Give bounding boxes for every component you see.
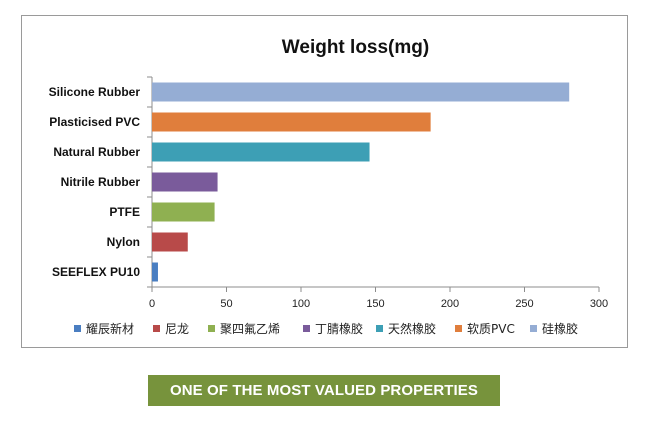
legend-swatch [74, 325, 81, 332]
x-tick-label: 50 [220, 298, 232, 310]
x-tick-label: 100 [292, 298, 310, 310]
legend-swatch [530, 325, 537, 332]
x-tick-label: 0 [149, 298, 155, 310]
bar-seeflex-pu10 [152, 262, 158, 282]
bar-ptfe [152, 202, 215, 222]
x-tick-label: 250 [515, 298, 533, 310]
banner-text: ONE OF THE MOST VALUED PROPERTIES [169, 382, 479, 399]
legend-swatch [455, 325, 462, 332]
legend-label: 聚四氟乙烯 [220, 322, 280, 336]
category-label: PTFE [109, 205, 140, 219]
legend-label: 软质PVC [467, 322, 515, 336]
chart-title: Weight loss(mg) [282, 37, 429, 58]
category-label: Plasticised PVC [49, 115, 140, 129]
legend-swatch [153, 325, 160, 332]
legend-swatch [303, 325, 310, 332]
legend-label: 天然橡胶 [388, 321, 436, 336]
legend-label: 丁腈橡胶 [315, 321, 363, 336]
x-tick-label: 150 [366, 298, 384, 310]
bar-plasticised-pvc [152, 112, 431, 132]
category-label: SEEFLEX PU10 [52, 265, 140, 279]
legend-label: 尼龙 [165, 322, 189, 336]
category-label: Natural Rubber [53, 145, 140, 159]
legend-label: 耀辰新材 [86, 321, 134, 336]
chart-frame: Weight loss(mg) 0 50 100 150 200 250 300 Silicon… [21, 15, 628, 348]
bar-silicone-rubber [152, 82, 570, 102]
x-tick-label: 200 [441, 298, 459, 310]
properties-banner: ONE OF THE MOST VALUED PROPERTIES [148, 375, 500, 406]
bar-chart: Weight loss(mg) 0 50 100 150 200 250 300 Silicon… [49, 37, 609, 336]
category-label: Nylon [107, 235, 140, 249]
bar-natural-rubber [152, 142, 370, 162]
bar-nitrile-rubber [152, 172, 218, 192]
legend-swatch [376, 325, 383, 332]
category-label: Silicone Rubber [49, 85, 141, 99]
legend-label: 硅橡胶 [542, 321, 578, 336]
category-label: Nitrile Rubber [61, 175, 141, 189]
x-tick-label: 300 [590, 298, 608, 310]
bar-nylon [152, 232, 188, 252]
legend-swatch [208, 325, 215, 332]
